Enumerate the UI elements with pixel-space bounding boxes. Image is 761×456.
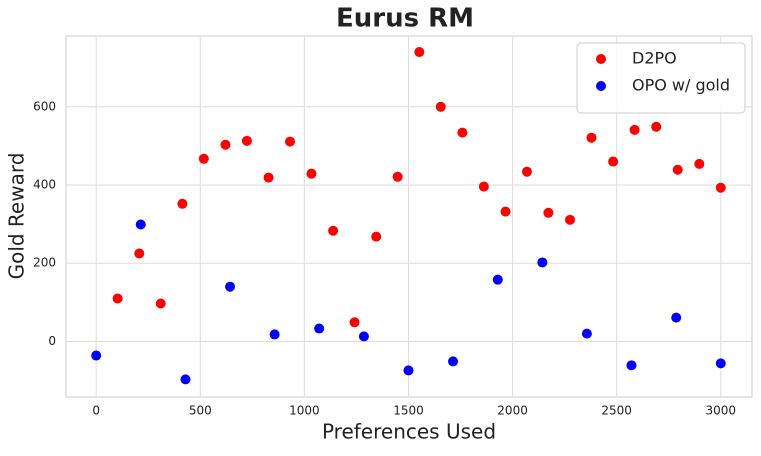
point bbox=[91, 350, 102, 361]
x-axis-label: Preferences Used bbox=[322, 420, 496, 444]
point bbox=[306, 168, 317, 179]
point bbox=[328, 225, 339, 236]
point bbox=[349, 317, 360, 328]
point bbox=[537, 257, 548, 268]
legend-marker bbox=[596, 81, 606, 91]
point bbox=[500, 206, 511, 217]
x-tick-label: 2000 bbox=[497, 404, 528, 418]
point bbox=[220, 139, 231, 150]
point bbox=[694, 158, 705, 169]
x-tick-label: 3000 bbox=[705, 404, 736, 418]
legend-marker bbox=[596, 54, 606, 64]
point bbox=[269, 329, 280, 340]
point bbox=[314, 323, 325, 334]
point bbox=[492, 274, 503, 285]
point bbox=[371, 231, 382, 242]
point bbox=[543, 207, 554, 218]
legend-box bbox=[576, 42, 746, 114]
point bbox=[626, 360, 637, 371]
x-tick-label: 500 bbox=[189, 404, 212, 418]
point bbox=[392, 171, 403, 182]
point bbox=[285, 136, 296, 147]
y-tick-label: 600 bbox=[33, 99, 56, 113]
y-tick-label: 200 bbox=[33, 256, 56, 270]
point bbox=[414, 47, 425, 58]
point bbox=[263, 172, 274, 183]
point bbox=[135, 219, 146, 230]
point bbox=[671, 312, 682, 323]
y-axis-label: Gold Reward bbox=[5, 153, 29, 280]
point bbox=[478, 181, 489, 192]
point bbox=[225, 281, 236, 292]
point bbox=[180, 374, 191, 385]
point bbox=[672, 164, 683, 175]
x-tick-label: 0 bbox=[92, 404, 100, 418]
point bbox=[358, 331, 369, 342]
point bbox=[403, 365, 414, 376]
point bbox=[448, 356, 459, 367]
point bbox=[581, 328, 592, 339]
point bbox=[198, 153, 209, 164]
point bbox=[586, 132, 597, 143]
legend-label: OPO w/ gold bbox=[632, 76, 730, 95]
point bbox=[608, 156, 619, 167]
x-tick-label: 2500 bbox=[601, 404, 632, 418]
legend-label: D2PO bbox=[632, 49, 677, 68]
chart-title: Eurus RM bbox=[336, 4, 474, 34]
point bbox=[112, 293, 123, 304]
point bbox=[715, 182, 726, 193]
point bbox=[435, 101, 446, 112]
point bbox=[715, 358, 726, 369]
point bbox=[155, 298, 166, 309]
point bbox=[629, 124, 640, 135]
y-tick-label: 0 bbox=[48, 334, 56, 348]
point bbox=[241, 135, 252, 146]
point bbox=[521, 166, 532, 177]
point bbox=[177, 198, 188, 209]
y-tick-label: 400 bbox=[33, 178, 56, 192]
point bbox=[134, 248, 145, 259]
point bbox=[457, 127, 468, 138]
point bbox=[651, 121, 662, 132]
x-tick-label: 1500 bbox=[393, 404, 424, 418]
point bbox=[565, 214, 576, 225]
x-tick-label: 1000 bbox=[289, 404, 320, 418]
